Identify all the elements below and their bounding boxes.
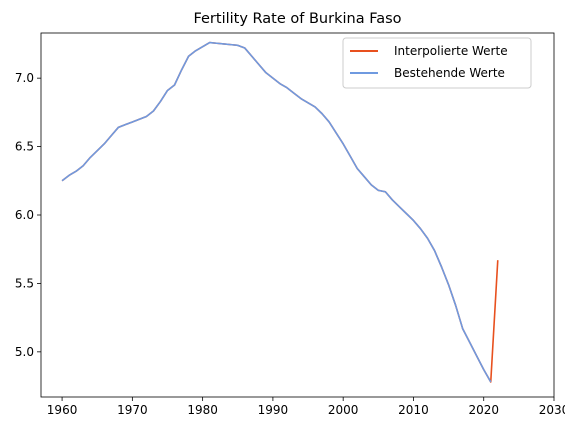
x-tick-label: 1960 (47, 403, 78, 417)
x-axis: 1960 1970 1980 1990 2000 2010 2020 2030 (47, 397, 565, 417)
legend-label-existing: Bestehende Werte (394, 66, 505, 80)
chart-title: Fertility Rate of Burkina Faso (193, 11, 401, 27)
series-layer (61, 41, 499, 383)
x-tick-label: 2000 (328, 403, 359, 417)
x-tick-label: 1970 (117, 403, 148, 417)
x-tick-label: 2010 (398, 403, 429, 417)
legend: Interpolierte Werte Bestehende Werte (342, 37, 532, 89)
plot-frame (40, 32, 555, 398)
y-tick-label: 6.0 (15, 208, 34, 222)
legend-label-interpolated: Interpolierte Werte (394, 44, 508, 58)
legend-box (342, 37, 532, 89)
y-tick-label: 5.5 (15, 276, 34, 290)
y-tick-label: 5.0 (15, 345, 34, 359)
plot-area (41, 33, 554, 397)
x-tick-label: 1990 (258, 403, 289, 417)
y-tick-label: 7.0 (15, 71, 34, 85)
x-tick-label: 2030 (539, 403, 565, 417)
series-line-1 (61, 41, 492, 383)
x-tick-label: 2020 (468, 403, 499, 417)
y-axis: 5.0 5.5 6.0 6.5 7.0 (15, 71, 41, 359)
y-tick-label: 6.5 (15, 140, 34, 154)
x-tick-label: 1980 (187, 403, 218, 417)
